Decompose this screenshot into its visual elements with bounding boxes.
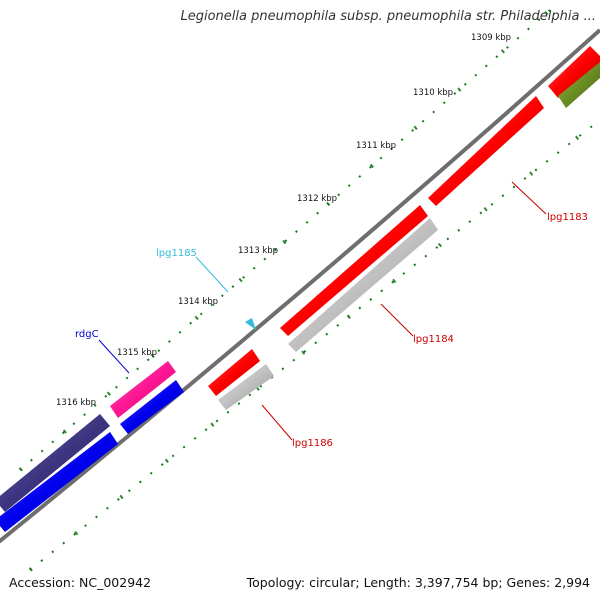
leader-line-rdgC [98,339,130,374]
tick-label-1316: 1316 kbp [56,398,96,408]
tick-label-1311: 1311 kbp [356,141,396,151]
tick-label-1312: 1312 kbp [297,194,337,204]
rna-arrow-gray-lpg1184 [288,218,438,352]
backbone-circle [0,28,600,544]
leader-line-lpg1185 [195,256,229,293]
inner-tick-ring [29,119,600,571]
gene-arrow-red-lpg1184 [280,205,428,336]
tick-label-1315: 1315 kbp [117,348,157,358]
leader-line-lpg1186 [261,404,293,441]
tick-label-1313: 1313 kbp [238,246,278,256]
gene-label-rdgC[interactable]: rdgC [75,329,99,340]
gene-label-lpg1184[interactable]: lpg1184 [413,334,454,345]
gene-label-lpg1186[interactable]: lpg1186 [292,438,333,449]
gene-arrow-pink [110,361,176,418]
gene-arrow-red-lpg1186 [208,349,260,396]
gene-label-lpg1185[interactable]: lpg1185 [156,248,197,259]
tick-label-1310: 1310 kbp [413,88,453,98]
rna-arrow-gray-lpg1186 [218,364,274,410]
tick-label-1309: 1309 kbp [471,33,511,43]
gene-arrow-olive [558,62,600,108]
gene-label-lpg1183[interactable]: lpg1183 [547,212,588,223]
gene-arrow-red-lpg1183 [428,96,544,206]
gene-arrow-navy [0,414,110,512]
gene-arrow-red-upper-right [548,46,600,98]
gene-arrow-blue-short [120,380,184,434]
gene-arrow-blue-rdgC [0,432,118,532]
leader-line-lpg1184 [380,303,414,337]
accession-text: Accession: NC_002942 [9,575,152,590]
gene-arrow-cyan-lpg1185 [245,318,256,330]
leader-line-lpg1183 [511,181,547,215]
genome-summary-text: Topology: circular; Length: 3,397,754 bp… [246,575,590,590]
tick-label-1314: 1314 kbp [178,297,218,307]
map-title: Legionella pneumophila subsp. pneumophil… [180,9,596,24]
outer-tick-ring-major [18,8,552,472]
outer-tick-ring [19,9,551,471]
